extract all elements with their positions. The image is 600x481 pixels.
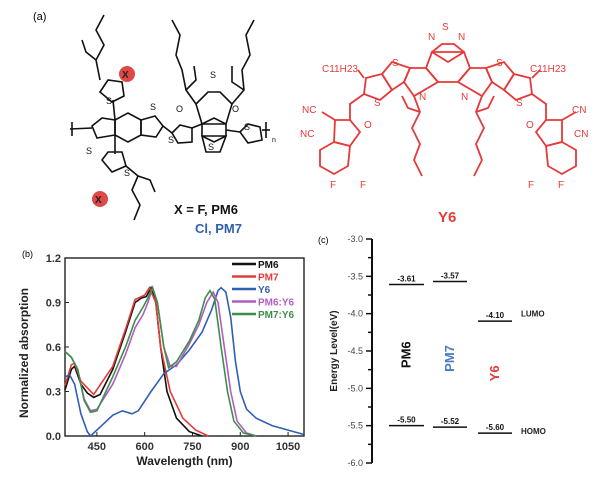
svg-text:CN: CN [574,129,588,140]
y-tick-label: -4.5 [347,346,363,356]
material-label-pm6: PM6 [399,341,414,368]
x-tick-label: 450 [88,441,106,453]
y-axis-label: Energy Level(eV) [329,310,340,391]
svg-text:N: N [458,32,465,43]
panel-label-a: (a) [33,11,46,23]
series-line-pm7 [64,285,209,437]
svg-text:O: O [176,104,183,114]
y-tick-label: -3.0 [347,234,363,244]
alkyl-left: C11H23 [322,64,358,75]
lumo-label: LUMO [521,310,545,319]
series-line-pm7-y6 [64,285,257,437]
legend-label: PM6:Y6 [258,298,295,309]
x-substituent-markers: X X [92,66,135,207]
svg-text:X: X [122,70,129,81]
legend-label: Y6 [258,285,271,296]
svg-text:S: S [86,146,92,156]
y6-atom-labels: S N N S S S S N N C11H23 C11H23 NC NC CN… [300,22,588,191]
svg-text:S: S [168,135,174,145]
y6-title: Y6 [438,209,456,226]
pm-polymer-structure [69,14,270,221]
x-tick-label: 750 [183,441,201,453]
svg-text:S: S [392,58,399,69]
panel-label-b: (b) [22,249,33,259]
x-axis-label: Wavelength (nm) [136,454,232,468]
legend-label: PM7:Y6 [258,310,295,321]
homo-value: -5.50 [397,416,416,425]
material-label-y6: Y6 [487,365,502,381]
svg-text:S: S [210,70,216,80]
y-tick-label: -3.5 [347,271,363,281]
svg-text:F: F [360,180,366,191]
svg-text:F: F [558,180,564,191]
lumo-value: -4.10 [486,311,505,320]
legend-label: PM6 [258,260,279,271]
svg-text:F: F [330,180,336,191]
y-tick-label: 0.3 [46,387,61,399]
svg-text:NC: NC [300,129,314,140]
x-tick-label: 1050 [276,441,300,453]
homo-value: -5.52 [441,417,460,426]
svg-text:S: S [442,22,449,33]
y-tick-label: 0.6 [46,342,61,354]
energy-level-chart: -3.0 -3.5 -4.0 -4.5 -5.0 -5.5 -6.0 Energy Level… [329,234,546,468]
homo-value: -5.60 [486,423,505,432]
svg-text:O: O [232,104,239,114]
svg-text:O: O [364,120,372,131]
svg-text:S: S [106,96,112,106]
lumo-value: -3.61 [397,275,416,284]
svg-text:S: S [244,122,250,132]
material-label-pm7: PM7 [442,345,457,372]
y-tick-label: -5.5 [347,421,363,431]
svg-text:S: S [150,102,156,112]
y-tick-label: 0.0 [46,431,61,443]
svg-text:N: N [428,32,435,43]
svg-text:S: S [208,142,214,152]
svg-text:NC: NC [302,105,316,116]
svg-text:S: S [374,98,381,109]
svg-text:F: F [528,180,534,191]
svg-text:S: S [124,168,130,178]
pm7-definition: Cl, PM7 [195,221,242,236]
alkyl-right: C11H23 [530,64,566,75]
lumo-value: -3.57 [441,272,460,281]
panel-label-c: (c) [318,235,329,245]
svg-text:N: N [419,92,426,103]
polymer-atom-labels: S S S S S S S S O O n [86,70,276,178]
svg-text:O: O [526,120,534,131]
pm6-definition: X = F, PM6 [174,202,238,217]
series-line-y6 [64,286,305,438]
y-axis-label: Normalized absorption [17,288,31,418]
svg-text:S: S [516,98,523,109]
homo-label: HOMO [521,427,546,436]
absorption-chart: 0.0 0.3 0.6 0.9 1.2 450 600 750 900 1050 Wavelengt… [17,253,305,468]
series-line-pm6-y6 [64,285,257,437]
x-tick-label: 600 [135,441,153,453]
y-tick-label: 1.2 [46,253,61,265]
y6-structure [319,43,577,177]
svg-text:S: S [496,58,503,69]
y-tick-label: -4.0 [347,309,363,319]
repeat-n-label: n [272,137,276,144]
x-tick-label: 900 [231,441,249,453]
svg-text:X: X [95,195,102,206]
svg-text:N: N [461,92,468,103]
y-tick-label: -6.0 [347,458,363,468]
y-tick-label: -5.0 [347,383,363,393]
svg-text:CN: CN [572,105,586,116]
y-tick-label: 0.9 [46,298,61,310]
legend-label: PM7 [258,273,279,284]
